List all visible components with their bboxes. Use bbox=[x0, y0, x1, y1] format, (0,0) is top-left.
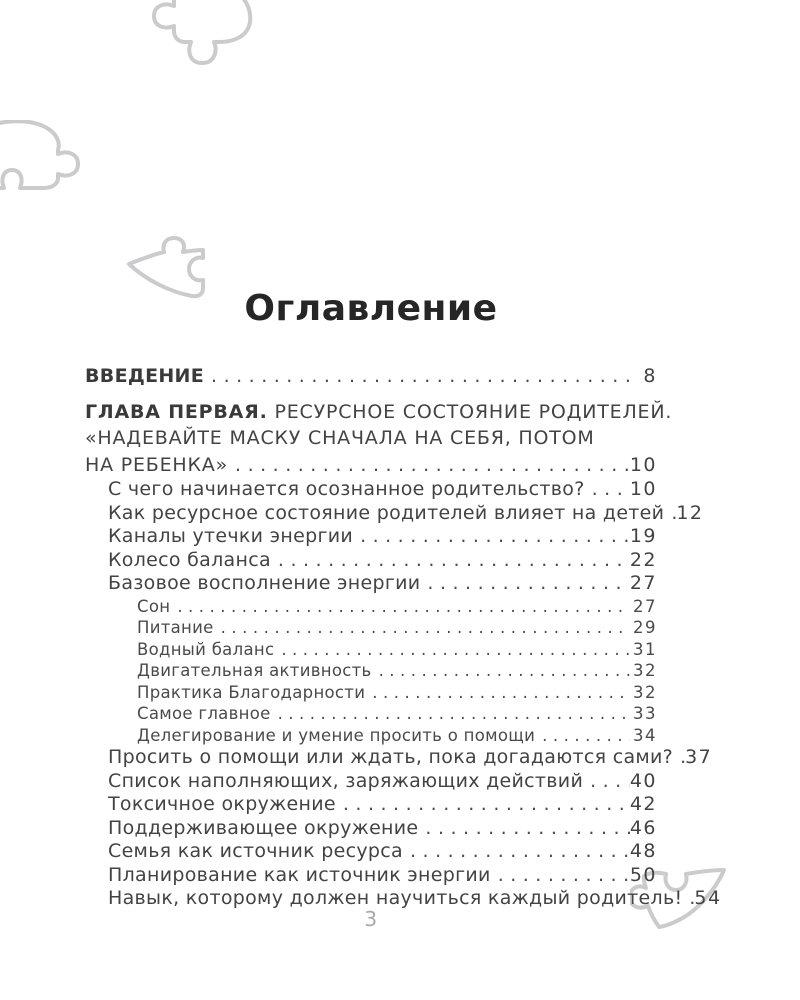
toc-entry-label: Список наполняющих, заряжающих действий bbox=[108, 769, 584, 792]
toc-entry-page: 42 bbox=[629, 793, 657, 815]
toc-entry-page: 37 bbox=[685, 746, 713, 768]
toc-entry-page: 48 bbox=[629, 840, 657, 862]
toc-entry-page: 10 bbox=[629, 478, 657, 500]
toc-entry-label: Планирование как источник энергии bbox=[108, 863, 491, 886]
toc-entry-label: Как ресурсное состояние родителей влияет… bbox=[108, 501, 665, 524]
dot-leader bbox=[365, 682, 630, 704]
toc-entry: Список наполняющих, заряжающих действий … bbox=[85, 770, 657, 794]
toc-entry: Колесо баланса 22 bbox=[85, 549, 657, 573]
toc-entry-page: 27 bbox=[633, 596, 657, 616]
toc-entry-page: 29 bbox=[633, 618, 657, 637]
toc-entry: Сон 27 bbox=[85, 596, 657, 618]
toc-entry: «НАДЕВАЙТЕ МАСКУ СНАЧАЛА НА СЕБЯ, ПОТОМ bbox=[85, 425, 657, 452]
dot-leader bbox=[420, 572, 629, 596]
toc-entry-label: Двигательная активность bbox=[137, 661, 372, 680]
toc-entry-page: 10 bbox=[629, 453, 657, 476]
dot-leader bbox=[418, 817, 629, 841]
toc-entry-page: 54 bbox=[694, 887, 722, 909]
toc-entry-label: Просить о помощи или ждать, пока догадаю… bbox=[108, 746, 674, 768]
dot-leader bbox=[403, 840, 630, 864]
toc-entry-label: Делегирование и умение просить о помощи bbox=[137, 725, 536, 745]
toc-entry-label: Самое главное bbox=[137, 704, 271, 723]
toc-entry-label: Поддерживающее окружение bbox=[108, 816, 419, 839]
toc-entry: Токсичное окружение 42 bbox=[85, 793, 657, 817]
toc-chapter-number: ГЛАВА ПЕРВАЯ. bbox=[85, 400, 268, 423]
toc-entry: Поддерживающее окружение 46 bbox=[85, 817, 657, 841]
toc-entry-label: С чего начинается осознанное родительств… bbox=[108, 478, 585, 500]
toc-entry-label: Навык, которому должен научиться каждый … bbox=[108, 887, 683, 909]
toc-entry: Семья как источник ресурса 48 bbox=[85, 840, 657, 864]
toc-entry-page: 40 bbox=[629, 769, 657, 792]
toc-entry: НА РЕБЕНКА» 10 bbox=[85, 452, 657, 479]
toc-entry: Делегирование и умение просить о помощи … bbox=[85, 725, 657, 747]
toc-entry-label: Питание bbox=[137, 618, 214, 637]
toc-entry-page: 46 bbox=[629, 816, 657, 839]
toc-entry: Каналы утечки энергии 19 bbox=[85, 525, 657, 549]
toc-entry-page: 31 bbox=[633, 639, 657, 659]
toc-entry-page: 32 bbox=[633, 682, 657, 702]
dot-leader bbox=[271, 703, 630, 725]
dot-leader bbox=[336, 793, 630, 817]
toc-entry: Планирование как источник энергии 50 bbox=[85, 864, 657, 888]
toc-entry-page: 32 bbox=[633, 661, 657, 680]
toc-entry-page: 50 bbox=[629, 863, 657, 886]
dot-leader bbox=[673, 746, 685, 770]
toc-entry-page: 27 bbox=[629, 572, 657, 594]
dot-leader bbox=[353, 525, 630, 549]
toc-entry-label: Токсичное окружение bbox=[108, 793, 336, 815]
page-title: Оглавление bbox=[244, 288, 498, 329]
toc-page: Оглавление ВВЕДЕНИЕ 8 ГЛАВА ПЕРВАЯ. РЕСУ… bbox=[85, 288, 720, 931]
dot-leader bbox=[664, 502, 676, 526]
toc-entry-page: 19 bbox=[629, 525, 657, 547]
toc-entry: ГЛАВА ПЕРВАЯ. РЕСУРСНОЕ СОСТОЯНИЕ РОДИТЕ… bbox=[85, 399, 671, 426]
dot-leader bbox=[535, 725, 630, 747]
toc-entry-label: Колесо баланса bbox=[108, 548, 271, 571]
toc-entry-label: Базовое восполнение энергии bbox=[108, 572, 421, 594]
dot-leader bbox=[274, 639, 630, 661]
toc-entry: Самое главное 33 bbox=[85, 703, 657, 725]
toc-entry: Как ресурсное состояние родителей влияет… bbox=[85, 502, 702, 526]
toc-entry-label: Водный баланс bbox=[137, 639, 275, 659]
toc-entry-label: ВВЕДЕНИЕ bbox=[85, 365, 205, 387]
folio-page-number: 3 bbox=[364, 906, 378, 931]
toc-entry-label: «НАДЕВАЙТЕ МАСКУ СНАЧАЛА НА СЕБЯ, ПОТОМ bbox=[85, 427, 595, 449]
toc-entry-label: НА РЕБЕНКА» bbox=[85, 453, 229, 476]
toc-entry-label: РЕСУРСНОЕ СОСТОЯНИЕ РОДИТЕЛЕЙ. bbox=[267, 400, 673, 423]
dot-leader bbox=[271, 549, 630, 573]
dot-leader bbox=[228, 452, 630, 479]
dot-leader bbox=[372, 660, 630, 682]
toc-entry: Навык, которому должен научиться каждый … bbox=[85, 887, 720, 911]
dot-leader bbox=[583, 770, 630, 794]
dot-leader bbox=[682, 887, 694, 911]
toc-entry-page: 22 bbox=[629, 548, 657, 571]
toc-entry: Питание 29 bbox=[85, 617, 657, 639]
toc-entry-label: Семья как источник ресурса bbox=[108, 840, 403, 862]
dot-leader bbox=[170, 596, 630, 618]
toc-entry: Водный баланс 31 bbox=[85, 639, 657, 661]
puzzle-piece-left-icon bbox=[0, 120, 80, 190]
toc-entry-label: Сон bbox=[137, 596, 171, 616]
toc-entry: Просить о помощи или ждать, пока догадаю… bbox=[85, 746, 711, 770]
toc-entry-label: Практика Благодарности bbox=[137, 682, 366, 702]
toc-entry: Двигательная активность 32 bbox=[85, 660, 657, 682]
toc-entry: С чего начинается осознанное родительств… bbox=[85, 478, 657, 502]
toc-entry: Практика Благодарности 32 bbox=[85, 682, 657, 704]
dot-leader bbox=[204, 365, 630, 389]
dot-leader bbox=[491, 864, 630, 888]
toc-entry-label: Каналы утечки энергии bbox=[108, 525, 354, 547]
toc-entry: Базовое восполнение энергии 27 bbox=[85, 572, 657, 596]
toc-entry: ВВЕДЕНИЕ 8 bbox=[85, 365, 657, 389]
puzzle-piece-top-icon bbox=[152, 0, 253, 65]
toc-entry-page: 12 bbox=[676, 501, 704, 524]
toc-entry-page: 34 bbox=[633, 725, 657, 745]
dot-leader bbox=[585, 478, 630, 502]
toc-entry-page: 33 bbox=[633, 704, 657, 723]
toc-entry-page: 8 bbox=[643, 365, 657, 387]
dot-leader bbox=[214, 617, 630, 639]
